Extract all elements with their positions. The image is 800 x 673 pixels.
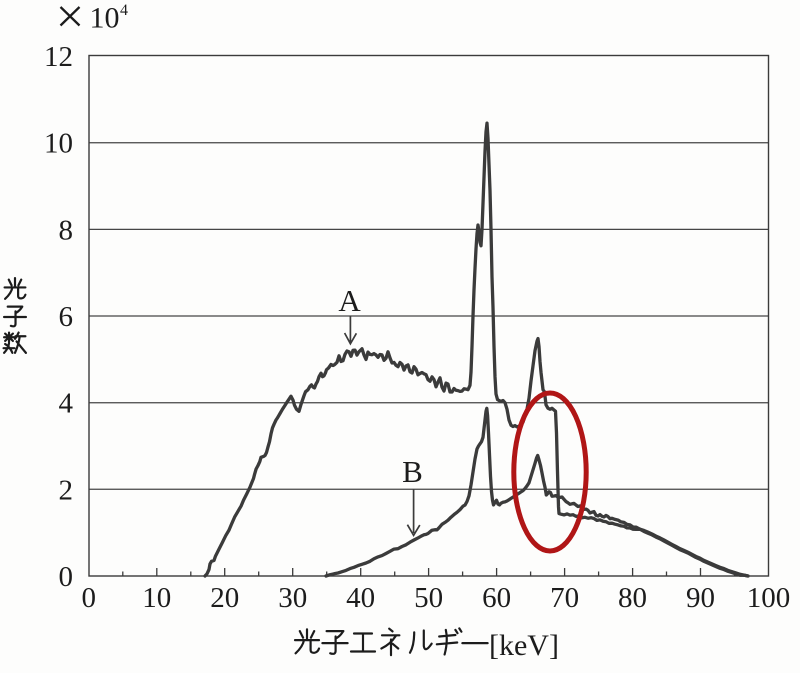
svg-text:B: B [402,454,423,489]
svg-text:2: 2 [59,474,74,506]
svg-text:70: 70 [550,582,579,614]
svg-text:50: 50 [414,582,443,614]
svg-text:0: 0 [82,582,97,614]
svg-text:10: 10 [44,128,73,160]
svg-text:60: 60 [482,582,511,614]
svg-text:12: 12 [44,41,73,73]
svg-text:80: 80 [618,582,647,614]
svg-text:8: 8 [59,214,74,246]
svg-text:100: 100 [747,582,791,614]
svg-text:10: 10 [90,2,120,35]
svg-text:A: A [338,283,361,318]
svg-text:20: 20 [210,582,239,614]
svg-text:40: 40 [346,582,375,614]
svg-text:4: 4 [59,388,74,420]
svg-text:4: 4 [120,2,128,19]
svg-text:30: 30 [278,582,307,614]
svg-text:0: 0 [59,561,74,593]
svg-text:90: 90 [686,582,715,614]
svg-text:6: 6 [59,301,74,333]
svg-text:[keV]: [keV] [489,629,559,662]
svg-text:10: 10 [142,582,171,614]
